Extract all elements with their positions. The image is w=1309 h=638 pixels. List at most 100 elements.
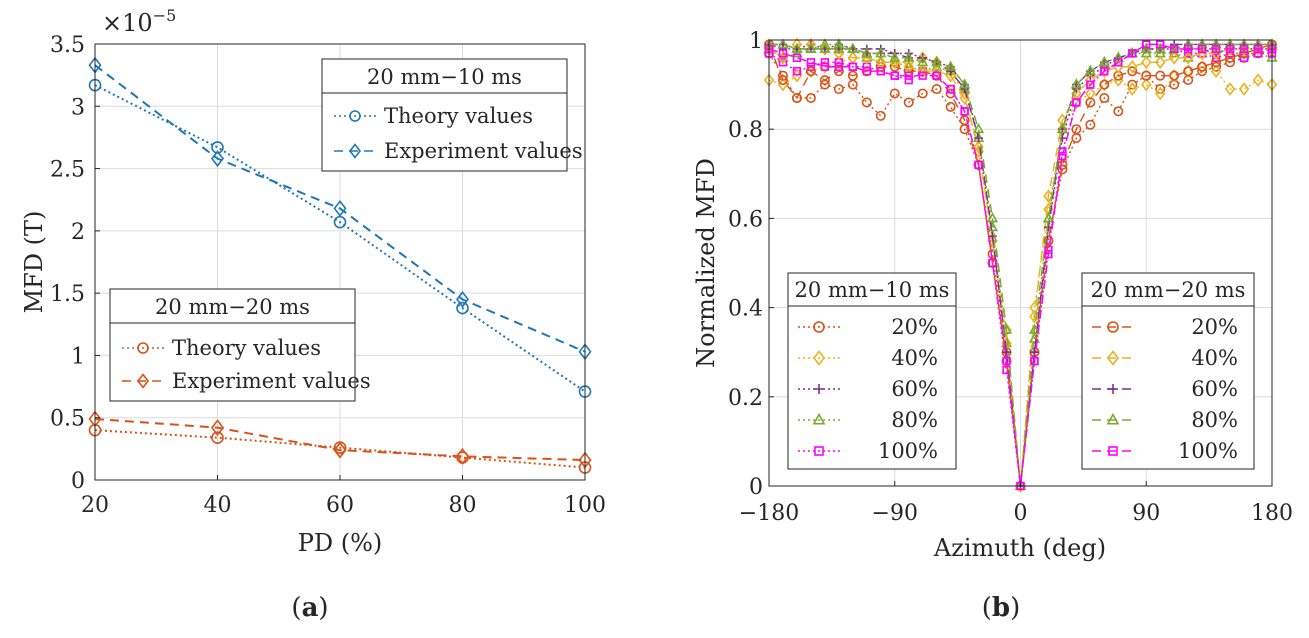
b-series-line xyxy=(768,43,1272,487)
b-data-point xyxy=(847,42,859,53)
b-data-point xyxy=(861,47,873,58)
b-y-tick-label: 0.2 xyxy=(728,386,763,411)
a-data-point xyxy=(333,199,347,217)
a-y-tick-label: 0 xyxy=(71,469,85,494)
b-data-point xyxy=(1071,124,1082,135)
a-legend-sample-marker xyxy=(349,110,361,122)
b-data-point xyxy=(1128,49,1137,58)
panel-a-ticks: 20 40 60 80 100 0 0.5 1 1.5 2 2.5 3 3.5 xyxy=(50,33,606,518)
panel-b-chart: −180 −90 0 90 180 0 0.2 0.4 0.6 0.8 1 Azimuth (deg… xyxy=(692,29,1293,623)
b-data-point xyxy=(1211,44,1221,54)
a-legend-title: 20 mm−10 ms xyxy=(367,65,522,89)
b-data-point xyxy=(1238,82,1250,96)
b-legend-sample-marker xyxy=(812,412,826,425)
b-legend-label: 20% xyxy=(891,315,938,339)
b-legend-sample-marker xyxy=(814,384,824,394)
b-data-point xyxy=(1028,323,1041,334)
b-data-point xyxy=(875,47,887,58)
a-series-line xyxy=(94,64,586,353)
b-data-point xyxy=(903,97,914,108)
b-data-point xyxy=(960,107,969,116)
b-legend-sample-marker xyxy=(1108,384,1118,394)
b-data-point xyxy=(1183,66,1194,77)
b-data-point xyxy=(1043,189,1054,203)
b-data-point xyxy=(1182,64,1194,78)
b-data-point xyxy=(1210,64,1222,78)
b-data-point xyxy=(1000,323,1013,334)
a-series-line xyxy=(94,417,586,462)
b-data-point xyxy=(1030,356,1039,366)
a-series-line xyxy=(94,84,586,393)
b-legend-sample-marker xyxy=(1106,412,1120,425)
b-data-point xyxy=(1099,79,1110,90)
a-x-tick-label: 20 xyxy=(81,493,109,518)
a-data-point xyxy=(455,447,470,465)
panel-b-caption: (b) xyxy=(982,593,1021,623)
a-x-tick-label: 40 xyxy=(204,493,232,518)
panel-a-y-axis-label: MFD (T) xyxy=(20,211,48,314)
b-data-point xyxy=(861,97,872,108)
b-data-point xyxy=(820,62,830,71)
a-data-point xyxy=(456,301,469,315)
a-legend-box xyxy=(109,288,356,402)
b-data-point xyxy=(820,58,830,67)
a-x-tick-label: 60 xyxy=(326,493,354,518)
b-data-point xyxy=(960,84,969,94)
b-data-point xyxy=(806,62,816,71)
b-x-tick-label: −90 xyxy=(872,501,918,526)
b-data-point xyxy=(1239,44,1249,54)
a-y-tick-label: 2 xyxy=(71,220,85,245)
b-data-point xyxy=(1156,40,1165,49)
b-data-point xyxy=(1057,159,1068,170)
panel-a-x-axis-label: PD (%) xyxy=(298,529,383,557)
b-data-point xyxy=(805,92,816,103)
b-series-line xyxy=(768,48,1273,487)
b-data-point xyxy=(819,75,830,86)
b-data-point xyxy=(1098,55,1110,67)
a-data-point xyxy=(210,150,225,168)
b-legend-label: 100% xyxy=(1178,439,1238,463)
b-legend-label: 20% xyxy=(1191,315,1238,339)
b-data-point xyxy=(1253,49,1263,58)
a-legend-sample-marker xyxy=(136,373,150,389)
b-legend-label: 40% xyxy=(1191,346,1238,370)
b-data-point xyxy=(1210,38,1222,49)
b-series-line xyxy=(769,43,1272,487)
b-data-point xyxy=(1169,70,1180,81)
b-data-point xyxy=(1224,38,1236,49)
panel-a-caption: (a) xyxy=(291,593,328,623)
b-data-point xyxy=(1184,49,1193,58)
b-data-point xyxy=(875,110,886,121)
b-legend-label: 100% xyxy=(878,439,938,463)
b-data-point xyxy=(903,60,915,71)
b-data-point xyxy=(889,51,901,62)
a-y-tick-label: 3 xyxy=(71,95,85,120)
b-data-point xyxy=(959,91,970,105)
panel-b-ticks: −180 −90 0 90 180 0 0.2 0.4 0.6 0.8 1 xyxy=(728,29,1293,526)
a-y-tick-label: 1.5 xyxy=(50,282,85,307)
a-legend-label: Experiment values xyxy=(172,369,371,393)
b-data-point xyxy=(833,84,844,95)
b-data-point xyxy=(890,71,899,80)
b-data-point xyxy=(959,78,971,89)
b-data-point xyxy=(904,75,913,85)
panel-a-chart: 20 40 60 80 100 0 0.5 1 1.5 2 2.5 3 3.5 ×10−5 PD (%)… xyxy=(20,6,606,623)
b-data-point xyxy=(1072,98,1081,107)
b-data-point xyxy=(1002,356,1011,366)
b-data-point xyxy=(819,42,831,56)
panel-a-legends: 20 mm−10 ms Theory values Experiment value… xyxy=(109,58,583,402)
b-data-point xyxy=(1168,68,1180,83)
b-legend-sample-marker xyxy=(813,321,825,333)
b-data-point xyxy=(917,88,928,99)
b-data-point xyxy=(1225,49,1235,58)
b-data-point xyxy=(1225,44,1235,54)
b-data-point xyxy=(1127,66,1138,77)
a-y-tick-label: 0.5 xyxy=(50,407,85,432)
b-data-point xyxy=(778,49,788,58)
b-data-point xyxy=(806,58,816,67)
b-data-point xyxy=(1141,77,1152,92)
b-y-tick-label: 0.8 xyxy=(728,118,763,143)
b-legend-label: 60% xyxy=(891,377,938,401)
b-legend-title: 20 mm−10 ms xyxy=(795,278,950,302)
b-y-tick-label: 0 xyxy=(749,475,763,500)
